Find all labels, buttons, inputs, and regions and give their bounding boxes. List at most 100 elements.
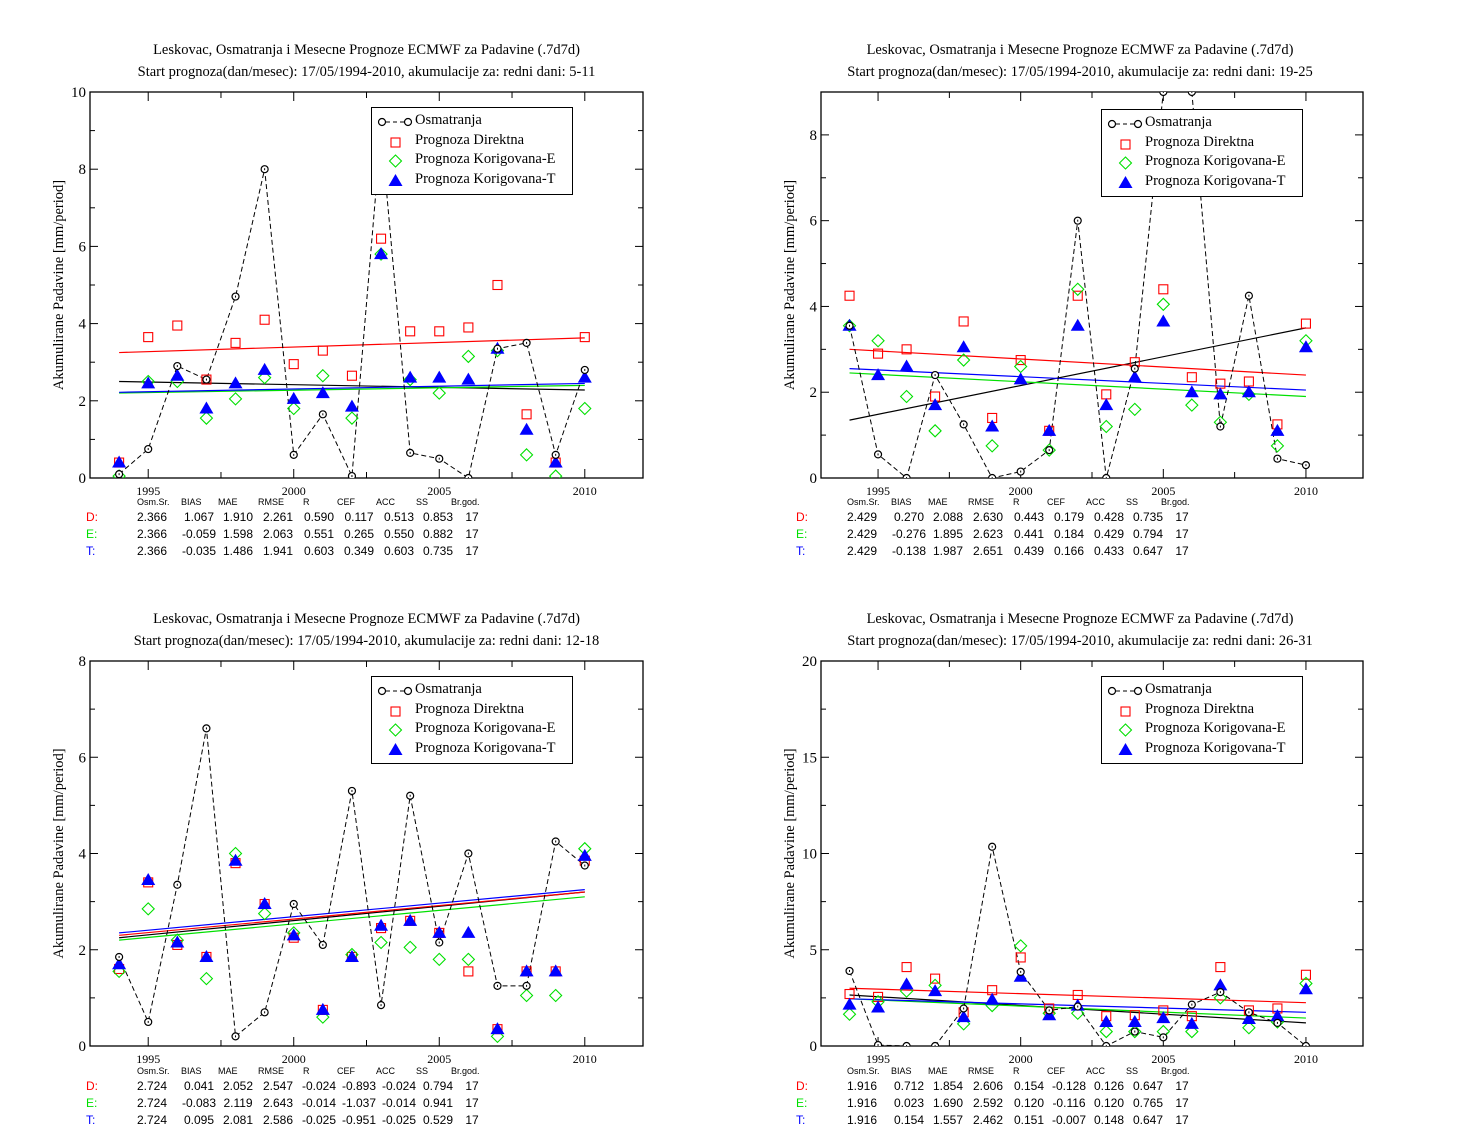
y-tick-label: 4 [79,847,87,863]
point-direct [1015,355,1026,366]
stats-row-label: T: [796,1113,806,1127]
legend-label: Prognoza Direktna [1145,133,1255,150]
stats-header: R [1013,497,1020,507]
point-corr-t [1241,385,1256,398]
stats-row-label: D: [796,510,808,524]
point-direct [434,326,445,337]
legend-label: Prognoza Direktna [415,131,525,148]
x-tick-label: 1995 [136,1052,160,1066]
point-direct [958,316,969,327]
stats-header: Br.god. [1161,1066,1190,1076]
axes: 0 2 4 6 8 1995 2000 2005 2010 Akumulirane Padavin… [782,91,1364,498]
point-corr-t [1156,314,1171,327]
point-corr-e [199,971,214,986]
chart-subtitle: Start prognoza(dan/mesec): 17/05/1994-20… [847,64,1313,80]
point-corr-t [141,872,156,885]
point-obs [902,473,911,478]
point-direct [463,322,474,333]
obs-line [849,846,1307,1046]
trend-line-obs [119,380,585,391]
stats-header: SS [416,1066,429,1076]
point-corr-t [461,925,476,938]
point-corr-t [1099,1014,1114,1027]
point-corr-t [1213,978,1228,991]
obs-line [118,130,586,478]
point-direct [1072,290,1083,301]
point-direct [844,290,855,301]
trend-line-obs [849,327,1307,421]
y-axis-label: Akumulirane Padavine [mm/period] [51,180,67,390]
chart-subtitle: Start prognoza(dan/mesec): 17/05/1994-20… [133,633,600,649]
x-tick-label: 2000 [282,1052,306,1066]
legend-label: Prognoza Korigovana-T [415,170,556,187]
plot-marks [842,842,1313,1046]
y-tick-label: 6 [810,214,818,230]
stats-header: Osm.Sr. [847,497,880,507]
chart-title: Leskovac, Osmatranja i Mesecne Prognoze … [866,42,1294,58]
point-corr-t [956,1010,971,1023]
point-obs [1102,1041,1111,1046]
legend-label: Osmatranja [1145,114,1212,130]
point-direct [346,370,357,381]
point-corr-e [1185,1024,1199,1039]
point-direct [317,345,328,356]
axes: 0 2 4 6 8 10 1995 2000 2005 2010 Akumulirane Padav… [51,85,644,498]
obs-line [118,728,586,1038]
point-direct [901,962,912,973]
trend-line-direct [119,337,585,354]
point-corr-t [985,419,1000,432]
point-corr-t [548,964,563,977]
y-axis-label: Akumulirane Padavine [mm/period] [782,180,798,390]
point-corr-t [257,362,272,375]
stats-header: ACC [376,497,396,507]
point-corr-e [1128,402,1142,417]
y-axis-label: Akumulirane Padavine [mm/period] [51,748,67,958]
point-corr-e [141,902,155,916]
legend-label: Prognoza Korigovana-E [415,151,556,167]
point-corr-t [286,928,301,941]
point-direct [1015,952,1026,963]
y-tick-label: 20 [802,654,817,670]
stats-row-label: T: [86,544,96,558]
point-corr-t [985,992,1000,1005]
y-tick-label: 10 [71,85,86,101]
stats-row-label: T: [796,544,806,558]
chart-title: Leskovac, Osmatranja i Mesecne Prognoze … [153,611,580,627]
y-tick-label: 0 [810,471,818,487]
stats-header: BIAS [181,1066,202,1076]
point-corr-e [899,389,914,404]
legend-label: Prognoza Korigovana-T [1145,172,1286,189]
point-corr-e [956,353,971,367]
point-corr-e [842,1007,857,1022]
point-corr-e [842,318,857,333]
point-corr-t [519,422,534,435]
point-corr-t [1241,1012,1256,1025]
stats-row-label: E: [86,527,98,541]
point-corr-t [1270,1009,1285,1022]
point-corr-t [548,455,563,468]
point-direct [259,314,270,325]
stats-header: CEF [1047,1066,1065,1076]
legend: Osmatranja Prognoza Direktna Prognoza Kori… [1101,109,1303,197]
point-obs [902,1041,911,1046]
stats-header: R [303,1066,310,1076]
point-corr-e [1242,1020,1256,1035]
chart-title: Leskovac, Osmatranja i Mesecne Prognoze … [153,42,580,58]
chart-subtitle: Start prognoza(dan/mesec): 17/05/1994-20… [847,633,1313,649]
stats-header: RMSE [968,497,995,507]
point-corr-t [315,1002,330,1015]
stats-header: RMSE [258,1066,285,1076]
point-corr-t [577,370,592,383]
stats-row-label: T: [86,1113,96,1127]
point-corr-e [1070,1006,1085,1021]
point-corr-e [316,368,330,383]
plot-area: 0 2 4 6 8 1995 2000 2005 2010 Akumulirane Padavin… [782,91,1364,498]
plot-area: 0 5 10 15 20 1995 2000 2005 2010 Akumulirane Pada… [782,654,1364,1066]
point-corr-t [490,1022,505,1035]
point-obs [873,1040,883,1046]
x-tick-label: 1995 [866,1052,890,1066]
point-direct [901,344,912,355]
stats-header: SS [416,497,429,507]
point-corr-t [286,391,301,404]
x-tick-label: 2005 [427,1052,451,1066]
